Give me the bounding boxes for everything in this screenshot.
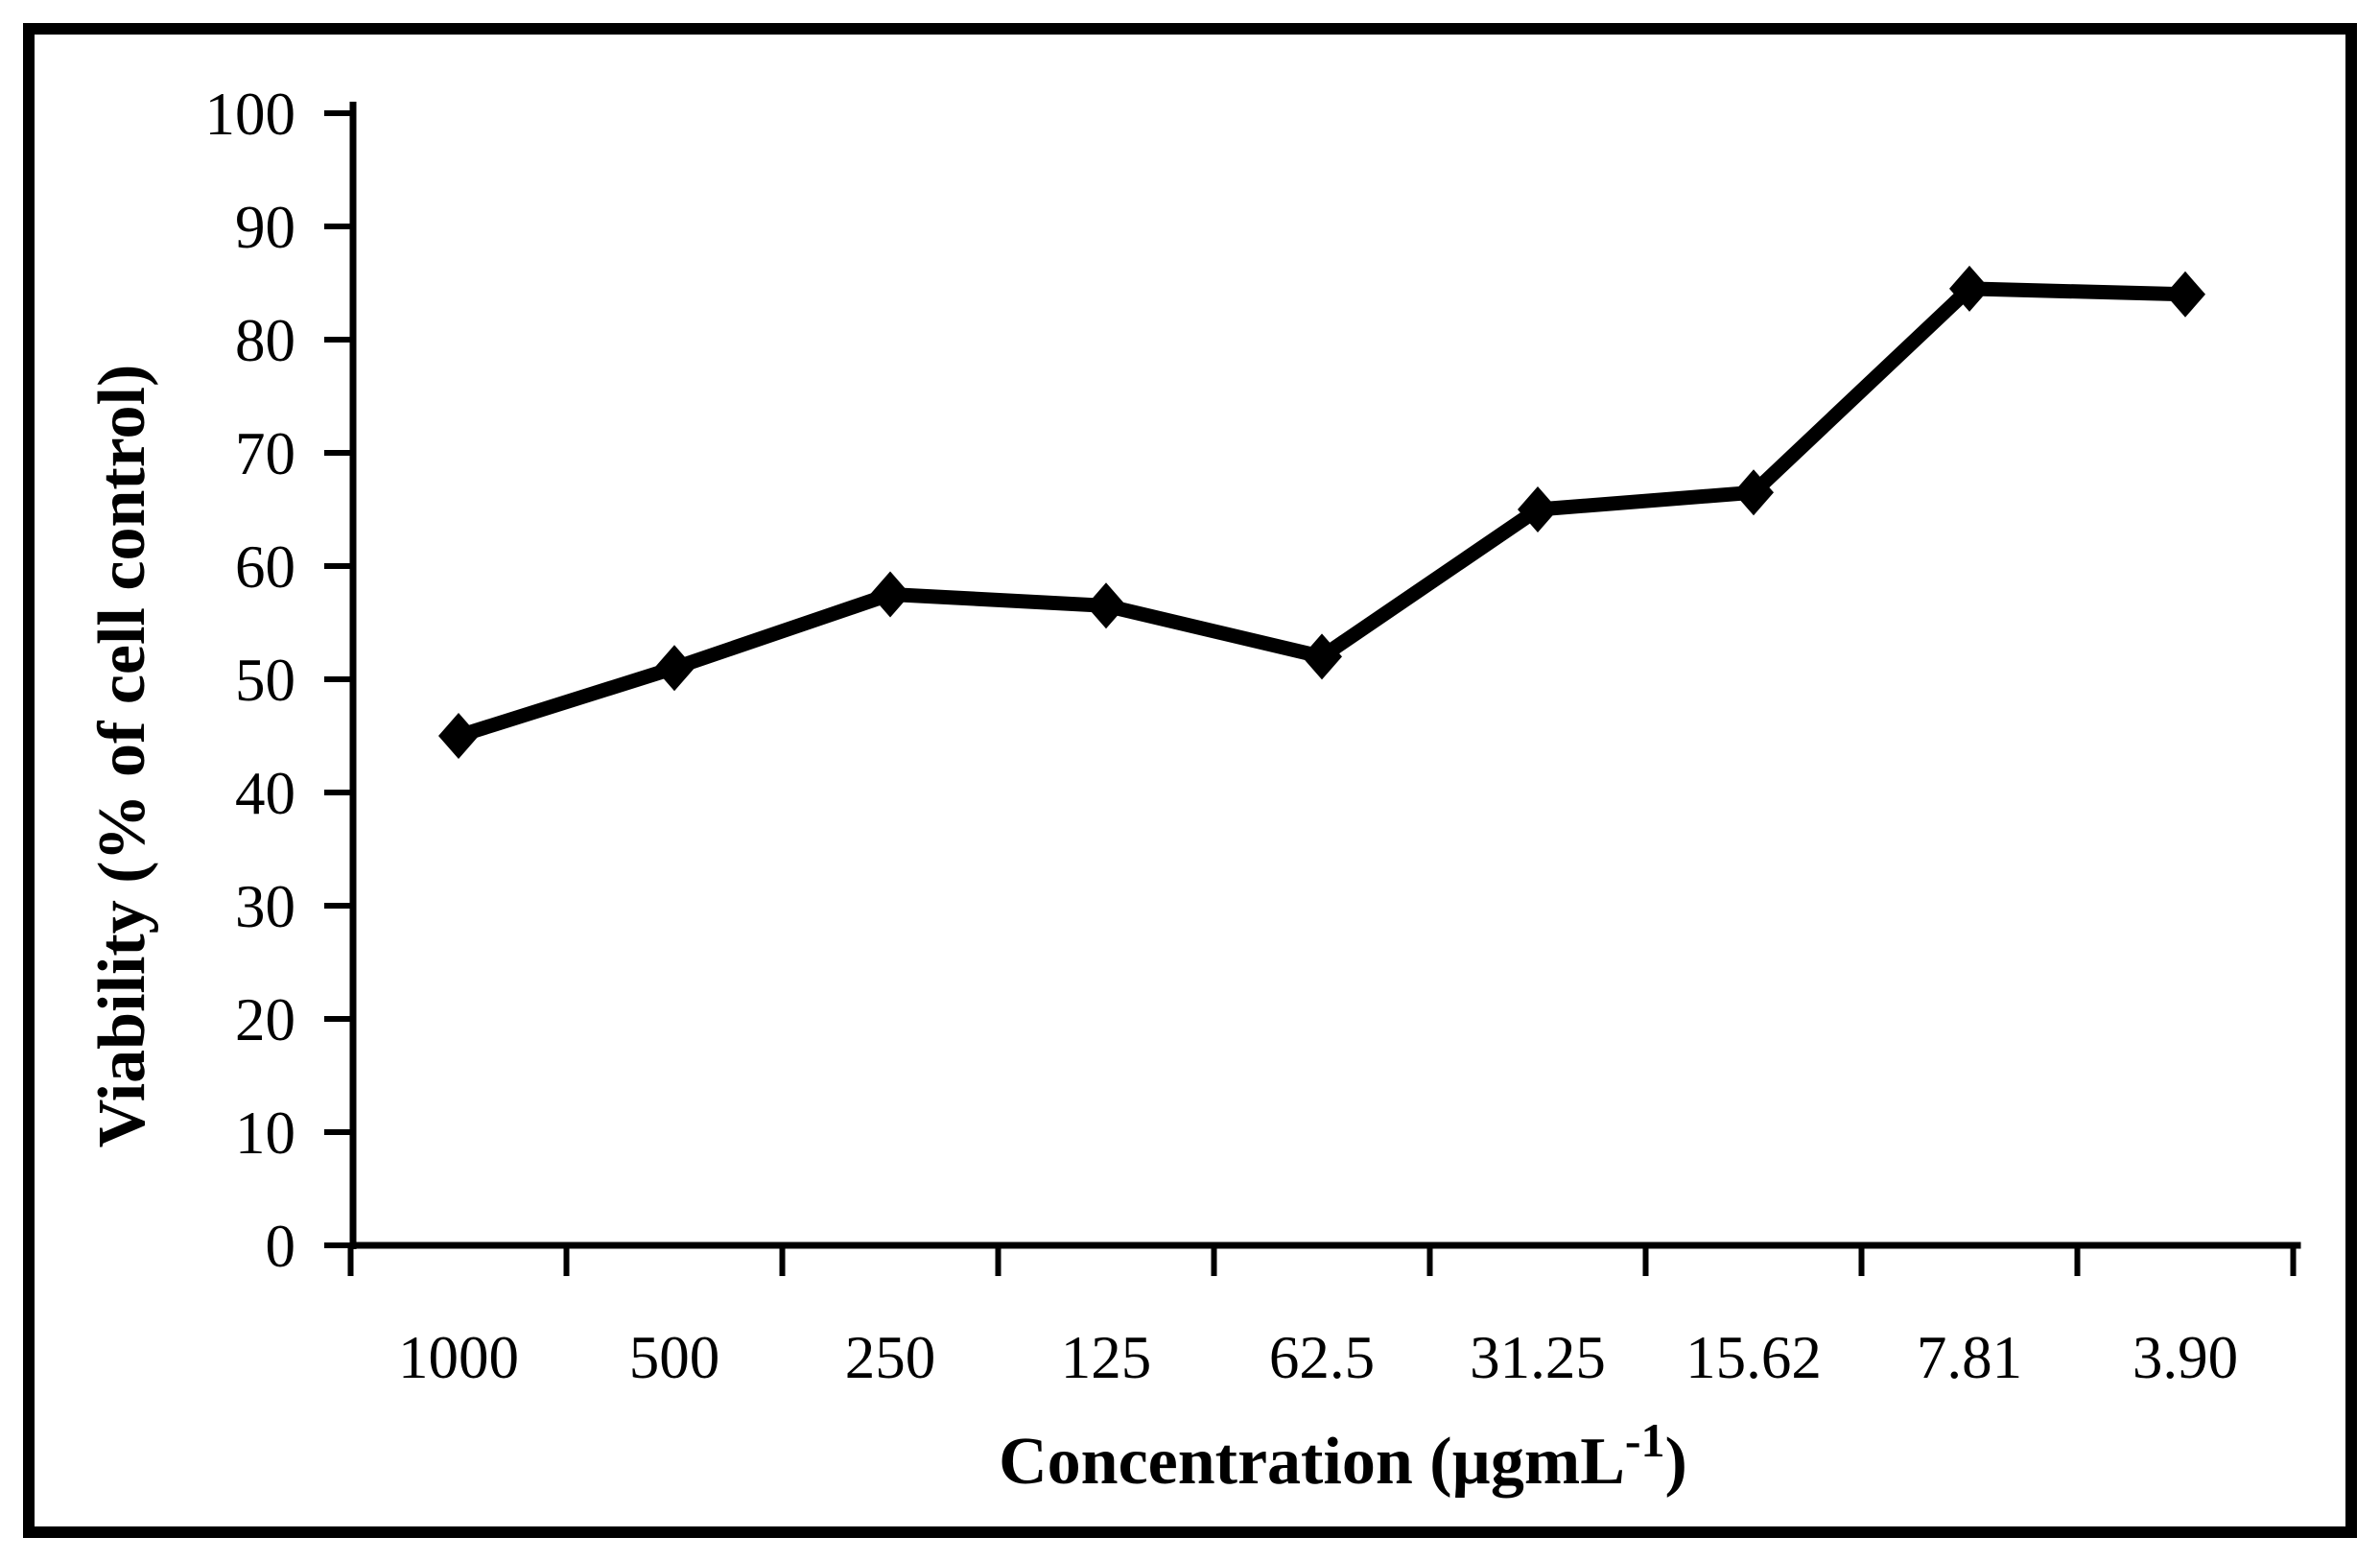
x-tick-label: 250 xyxy=(845,1324,936,1391)
y-tick-label: 50 xyxy=(235,647,295,714)
y-tick-label: 100 xyxy=(205,81,296,148)
x-tick-label: 1000 xyxy=(398,1324,519,1391)
y-tick-label: 70 xyxy=(235,420,295,487)
x-tick-label: 125 xyxy=(1061,1324,1152,1391)
y-tick-label: 60 xyxy=(235,533,295,601)
data-point-marker xyxy=(1733,469,1774,516)
x-axis-title: Concentration (µgmL-1) xyxy=(999,1413,1687,1499)
x-tick-label: 3.90 xyxy=(2133,1324,2238,1391)
y-tick-label: 0 xyxy=(266,1213,296,1280)
plot-area: 0 10 20 30 40 50 60 70 80 90 100 1000 500 250 125 62.5 3… xyxy=(205,81,2301,1391)
y-tick-label: 40 xyxy=(235,760,295,827)
data-point-marker xyxy=(1086,582,1126,629)
x-tick-label: 31.25 xyxy=(1470,1324,1606,1391)
data-point-marker xyxy=(438,713,479,759)
data-point-marker xyxy=(870,571,910,618)
y-tick-label: 90 xyxy=(235,194,295,261)
y-tick-label: 80 xyxy=(235,307,295,374)
data-point-marker xyxy=(1302,633,1342,680)
y-tick-label: 20 xyxy=(235,986,295,1053)
x-tick-label: 62.5 xyxy=(1269,1324,1375,1391)
y-tick-label: 30 xyxy=(235,873,295,940)
y-axis-title: Viability (% of cell control) xyxy=(85,365,159,1148)
data-point-marker xyxy=(2165,271,2205,318)
x-tick-label: 500 xyxy=(629,1324,720,1391)
x-tick-label: 7.81 xyxy=(1917,1324,2022,1391)
y-tick-label: 10 xyxy=(235,1100,295,1167)
data-point-marker xyxy=(1518,486,1558,532)
data-point-marker xyxy=(654,645,695,692)
x-tick-label: 15.62 xyxy=(1685,1324,1822,1391)
data-point-marker xyxy=(1949,265,1990,312)
figure-border xyxy=(23,23,2357,1538)
